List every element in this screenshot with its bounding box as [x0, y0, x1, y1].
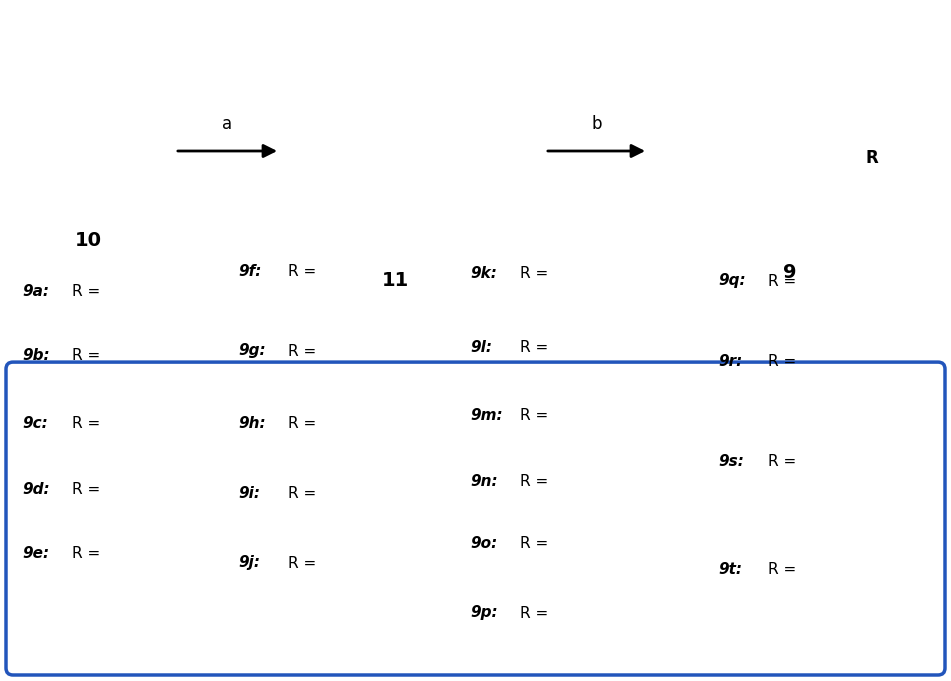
Text: R =: R =: [768, 562, 796, 577]
Text: 9a:: 9a:: [22, 283, 49, 298]
Text: 9o:: 9o:: [470, 537, 497, 552]
Text: R =: R =: [72, 546, 100, 562]
Text: 9g:: 9g:: [238, 343, 265, 358]
Text: 9f:: 9f:: [238, 264, 262, 279]
Text: R =: R =: [520, 473, 548, 488]
Text: R =: R =: [288, 415, 317, 430]
Text: 9m:: 9m:: [470, 409, 503, 424]
Text: 9i:: 9i:: [238, 486, 260, 501]
Text: R =: R =: [288, 343, 317, 358]
Text: R =: R =: [288, 486, 317, 501]
Text: a: a: [223, 115, 233, 133]
Text: 9c:: 9c:: [22, 417, 48, 432]
Text: R =: R =: [288, 556, 317, 571]
Text: 9: 9: [784, 263, 797, 282]
Text: R =: R =: [72, 481, 100, 496]
Text: 9q:: 9q:: [718, 274, 746, 289]
Text: R =: R =: [520, 605, 548, 620]
Text: 9e:: 9e:: [22, 546, 49, 562]
Text: 11: 11: [381, 270, 409, 289]
Text: R =: R =: [72, 417, 100, 432]
Text: R =: R =: [520, 340, 548, 355]
Text: R =: R =: [520, 266, 548, 281]
Text: 9l:: 9l:: [470, 340, 492, 355]
FancyBboxPatch shape: [6, 362, 945, 675]
Text: 9p:: 9p:: [470, 605, 497, 620]
Text: b: b: [592, 115, 602, 133]
Text: R =: R =: [520, 409, 548, 424]
Text: 10: 10: [74, 230, 102, 249]
Text: 9h:: 9h:: [238, 415, 265, 430]
Text: R =: R =: [288, 264, 317, 279]
Text: 9j:: 9j:: [238, 556, 260, 571]
Text: 9t:: 9t:: [718, 562, 742, 577]
Text: 9b:: 9b:: [22, 349, 49, 364]
Text: 9s:: 9s:: [718, 454, 744, 469]
Text: R =: R =: [72, 283, 100, 298]
Text: R =: R =: [72, 349, 100, 364]
Text: R: R: [865, 149, 879, 167]
Text: R =: R =: [768, 353, 796, 368]
Text: 9k:: 9k:: [470, 266, 496, 281]
Text: R =: R =: [768, 454, 796, 469]
Text: R =: R =: [520, 537, 548, 552]
Text: R =: R =: [768, 274, 796, 289]
Text: 9d:: 9d:: [22, 481, 49, 496]
Text: 9r:: 9r:: [718, 353, 742, 368]
Text: 9n:: 9n:: [470, 473, 497, 488]
